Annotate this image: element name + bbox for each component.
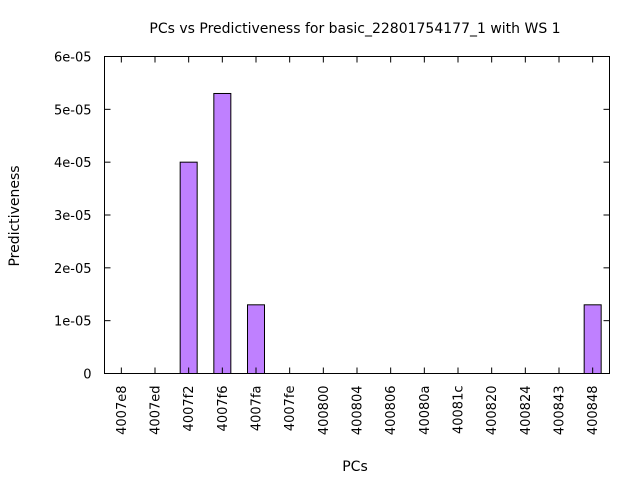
x-tick-label: 400800 [317, 386, 332, 436]
x-tick-label: 4007f2 [182, 386, 197, 432]
y-tick-label: 3e-05 [54, 209, 92, 224]
chart-title: PCs vs Predictiveness for basic_22801754… [149, 21, 560, 37]
plot-frame [104, 56, 610, 374]
y-tick-label: 2e-05 [54, 262, 92, 277]
x-tick-label: 4007f6 [216, 386, 231, 432]
x-tick-label: 4007ed [149, 386, 164, 435]
x-axis-ticks: 4007e8 4007ed 4007f2 4007f6 4007fa 4007fe 4008… [115, 56, 601, 436]
x-tick-label: 4007e8 [115, 386, 130, 435]
x-tick-label: 400804 [351, 386, 366, 436]
x-tick-label: 40081c [452, 386, 467, 435]
y-tick-label: 6e-05 [54, 51, 92, 66]
bar-4007f6 [213, 92, 232, 374]
x-tick-label: 4007fa [250, 386, 265, 432]
x-tick-label: 400824 [519, 386, 534, 436]
x-tick-label: 400806 [384, 386, 399, 436]
x-tick-label: 400848 [586, 386, 601, 436]
y-axis-title: Predictiveness [7, 165, 23, 266]
bar-4007fa [247, 304, 265, 375]
y-tick-label: 4e-05 [54, 156, 92, 171]
y-axis-ticks: 0 1e-05 2e-05 3e-05 4e-05 5e-05 6e-05 [54, 51, 610, 383]
y-tick-label: 5e-05 [54, 103, 92, 118]
y-tick-label: 0 [83, 368, 91, 383]
bar-4007f2 [179, 161, 198, 374]
bar-400848 [583, 304, 602, 375]
bars-group [179, 92, 602, 375]
x-tick-label: 400820 [485, 386, 500, 436]
x-tick-label: 400843 [553, 386, 568, 436]
x-tick-label: 40080a [418, 386, 433, 435]
x-axis-title: PCs [342, 459, 368, 475]
x-tick-label: 4007fe [283, 386, 298, 432]
y-tick-label: 1e-05 [54, 315, 92, 330]
